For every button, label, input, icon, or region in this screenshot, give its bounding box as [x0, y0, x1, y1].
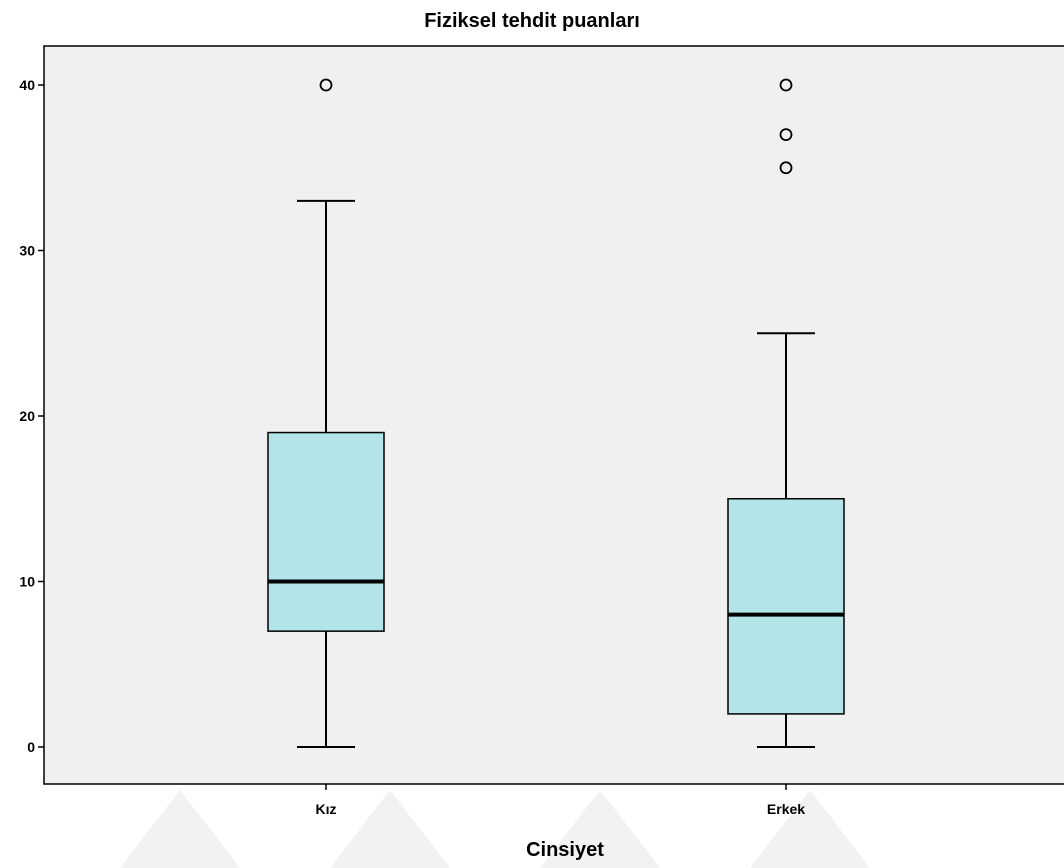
x-axis-label: Cinsiyet	[526, 839, 604, 861]
outlier-point	[779, 161, 793, 175]
iqr-box	[727, 498, 845, 715]
x-tick-label: Kız	[316, 801, 337, 817]
chart-title: Fiziksel tehdit puanları	[424, 10, 640, 32]
y-tick-label: 10	[19, 574, 35, 590]
outlier-point	[319, 78, 333, 92]
y-tick-label: 0	[27, 739, 35, 755]
y-axis: 0 10 20 30 40	[19, 77, 44, 755]
boxes	[267, 78, 845, 748]
x-tick-label: Erkek	[767, 801, 805, 817]
y-tick-label: 40	[19, 77, 35, 93]
iqr-box	[267, 431, 385, 632]
x-axis: Kız Erkek	[316, 784, 805, 817]
y-tick-label: 30	[19, 243, 35, 259]
y-tick-label: 20	[19, 408, 35, 424]
plot-area	[43, 45, 1064, 785]
outlier-point	[779, 128, 793, 142]
outlier-point	[779, 78, 793, 92]
box-erkek	[727, 78, 845, 748]
box-k-z	[267, 78, 385, 748]
watermark	[120, 790, 870, 868]
